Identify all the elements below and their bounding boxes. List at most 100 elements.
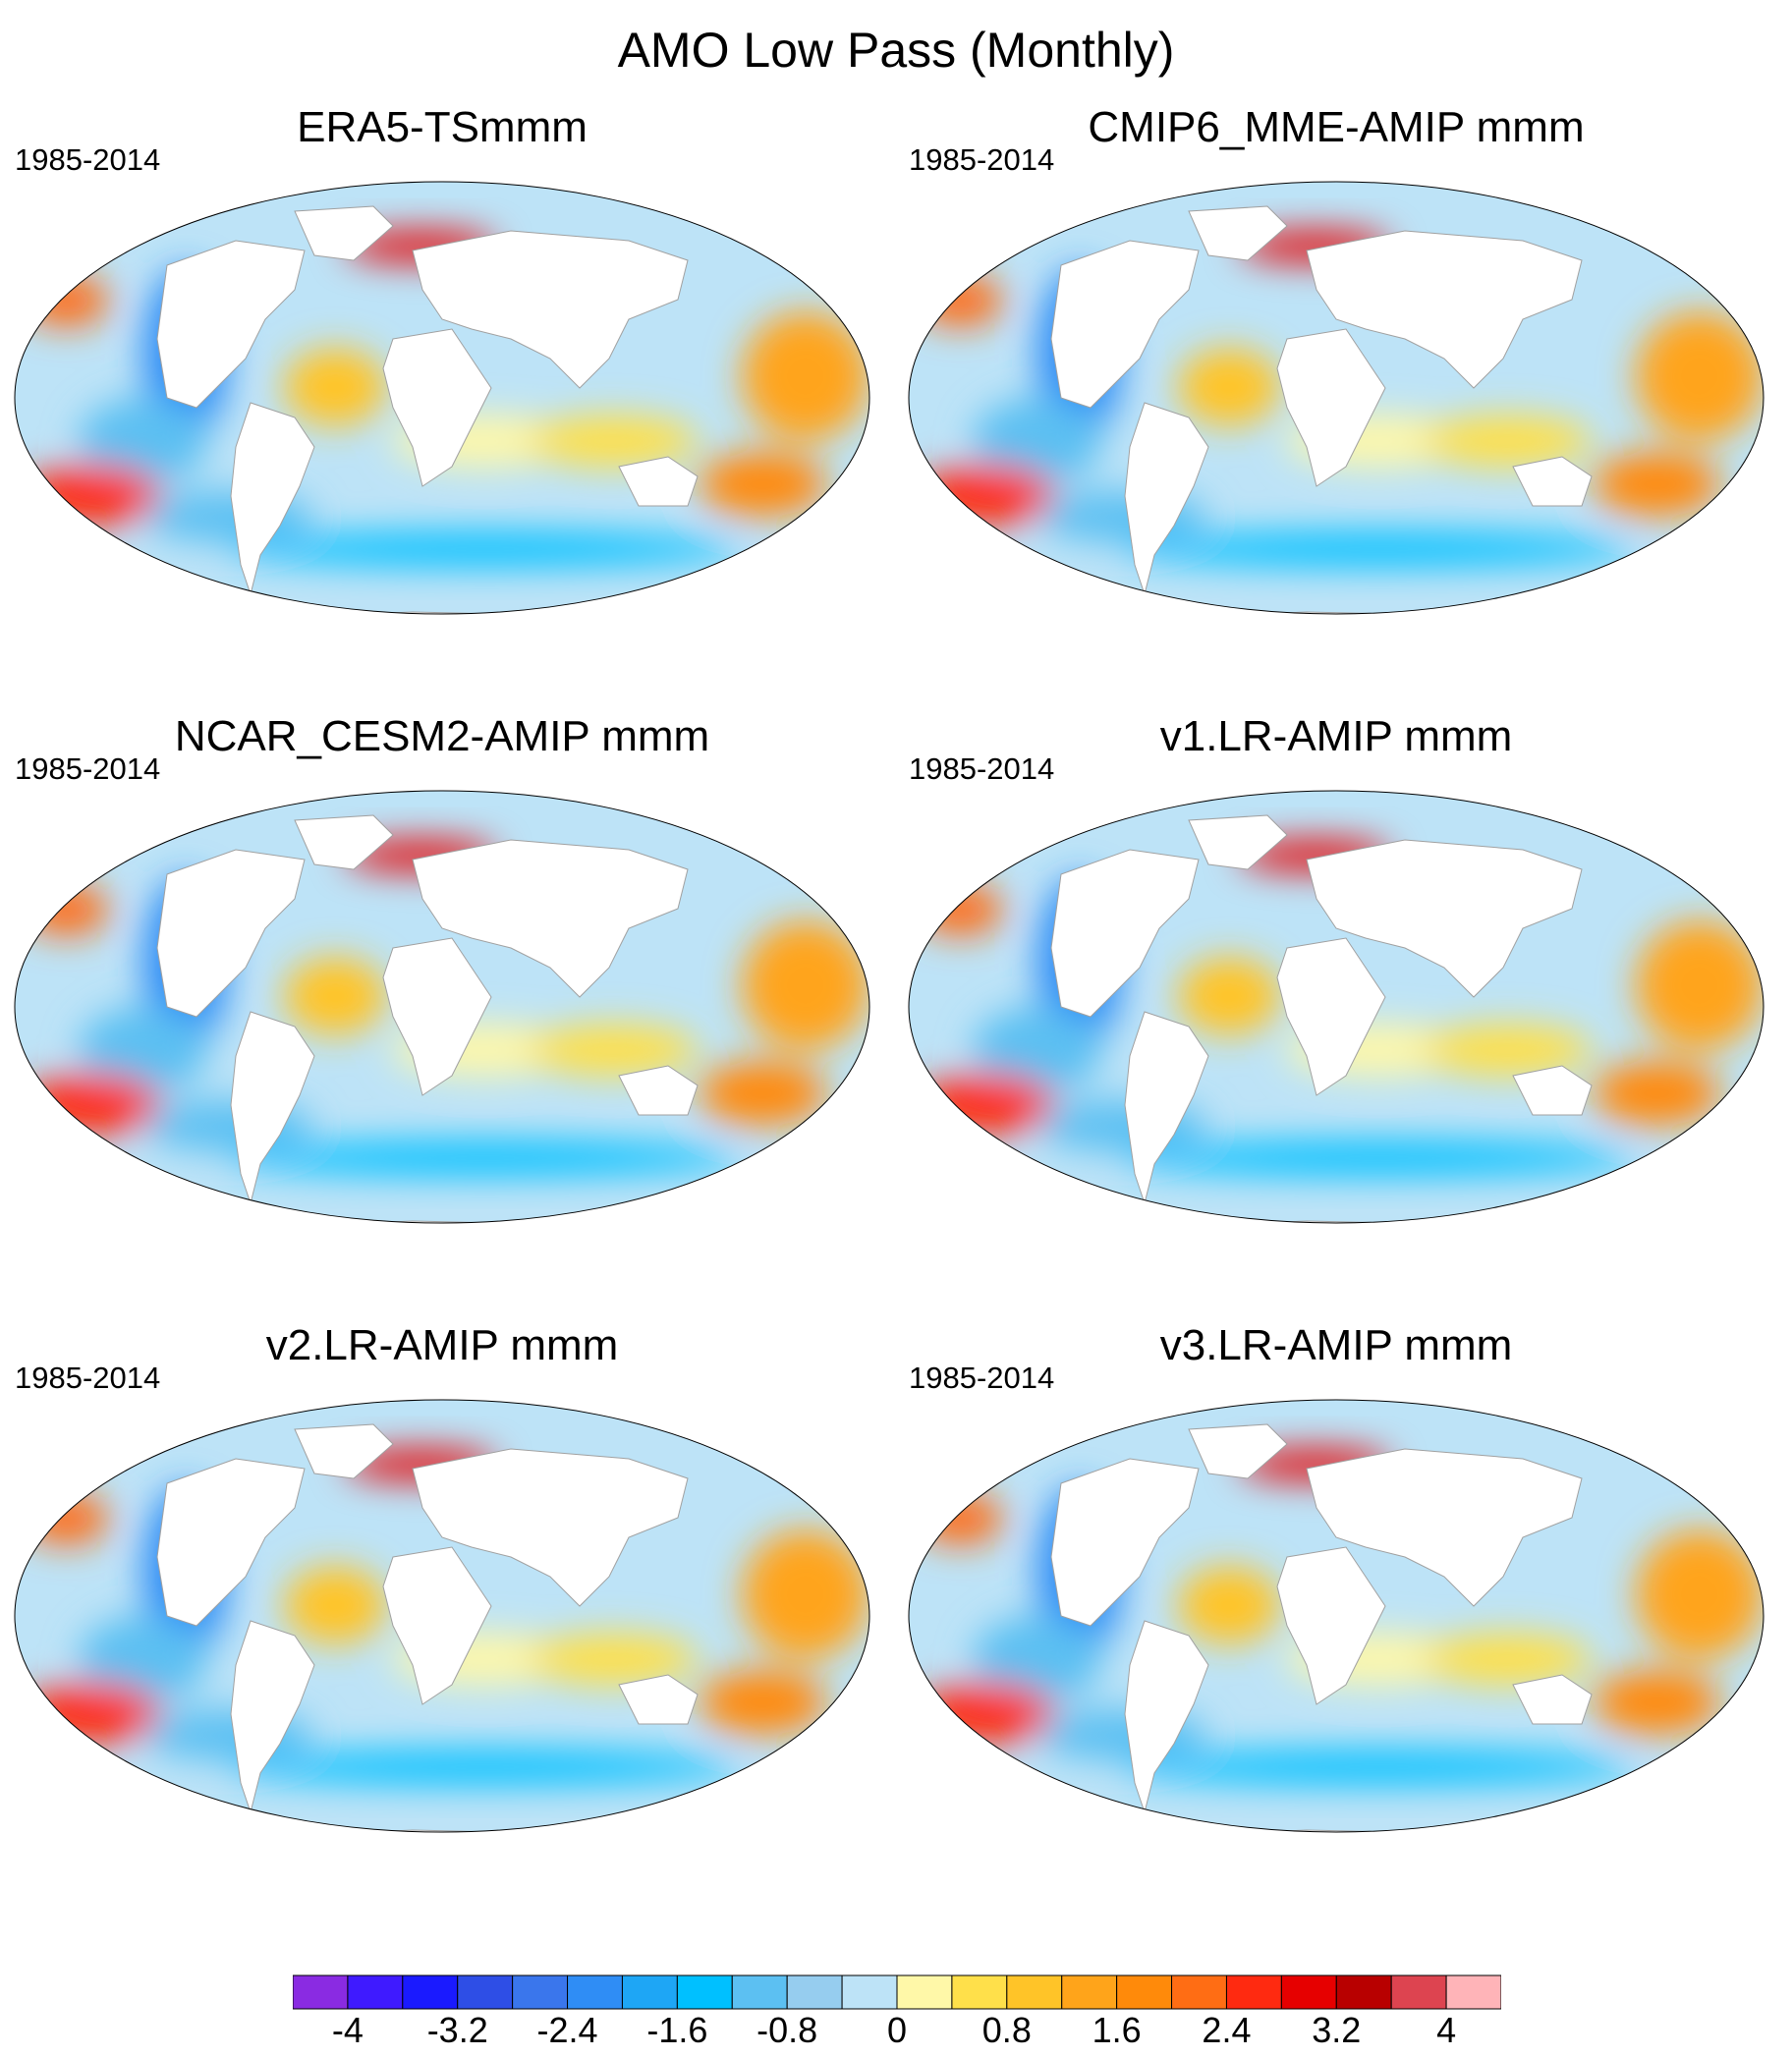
panel-period: 1985-2014 <box>15 142 161 177</box>
land-mass <box>1124 1011 1209 1205</box>
robinson-map <box>908 1399 1764 1833</box>
land-mass <box>1148 1220 1583 1223</box>
land-mass <box>412 230 689 389</box>
anomaly-region <box>228 1140 742 1176</box>
anomaly-region <box>699 452 827 517</box>
colorbar-box <box>676 1974 733 2010</box>
anomaly-region <box>228 531 742 567</box>
colorbar-box <box>841 1974 898 2010</box>
map-border <box>908 790 1764 1224</box>
map-panel: ERA5-TSmmm 1985-2014 <box>0 103 884 712</box>
land-mass <box>1050 849 1200 1018</box>
robinson-map <box>14 1399 870 1833</box>
anomaly-region <box>79 1007 207 1093</box>
land-mass <box>254 1220 689 1223</box>
map-panel: v3.LR-AMIP mmm 1985-2014 <box>894 1321 1778 1930</box>
colorbar-tick-label: -2.4 <box>536 2010 598 2050</box>
anomaly-region <box>79 1616 207 1702</box>
land-mass <box>1148 1829 1583 1832</box>
anomaly-region <box>973 398 1101 484</box>
anomaly-region <box>284 957 387 1035</box>
colorbar-box <box>1445 1974 1501 2010</box>
anomaly-region <box>1122 1750 1636 1785</box>
panel-period: 1985-2014 <box>909 1361 1055 1395</box>
map-panel: v1.LR-AMIP mmm 1985-2014 <box>894 712 1778 1321</box>
map-border <box>908 181 1764 615</box>
land-mass <box>382 328 492 487</box>
colorbar: -4 -3.2 -2.4 -1.6 -0.8 0 0.8 1.6 2.4 3.2 4 <box>293 1974 1501 2057</box>
colorbar-tick-label: 4 <box>1436 2010 1457 2050</box>
land-mass <box>1276 937 1386 1096</box>
land-mass <box>1124 1620 1209 1814</box>
colorbar-box <box>347 1974 404 2010</box>
map-panel: NCAR_CESM2-AMIP mmm 1985-2014 <box>0 712 884 1321</box>
map-border <box>14 790 870 1224</box>
anomaly-region <box>917 1683 1054 1744</box>
colorbar-box <box>512 1974 569 2010</box>
colorbar-box <box>731 1974 788 2010</box>
robinson-map <box>908 790 1764 1224</box>
land-mass <box>1276 328 1386 487</box>
colorbar-box <box>1335 1974 1392 2010</box>
land-mass <box>294 205 394 261</box>
colorbar-box <box>567 1974 623 2010</box>
colorbar-box <box>1006 1974 1063 2010</box>
colorbar-svg <box>293 1974 1501 2010</box>
colorbar-tick-label: 2.4 <box>1202 2010 1252 2050</box>
anomaly-region <box>23 1683 160 1744</box>
anomaly-region <box>23 274 109 327</box>
colorbar-box <box>1061 1974 1118 2010</box>
anomaly-region <box>1422 415 1593 468</box>
panel-period: 1985-2014 <box>909 142 1055 177</box>
colorbar-box <box>293 1974 349 2010</box>
anomaly-region <box>1178 1566 1281 1644</box>
panel-title: v3.LR-AMIP mmm <box>1159 1321 1513 1369</box>
colorbar-tick-label: 1.6 <box>1092 2010 1142 2050</box>
anomaly-region <box>917 883 1003 936</box>
panel-title: v2.LR-AMIP mmm <box>265 1321 619 1369</box>
anomaly-region <box>528 1633 699 1686</box>
anomaly-region <box>23 1074 160 1135</box>
land-mass <box>156 849 306 1018</box>
anomaly-region <box>699 1670 827 1735</box>
land-mass <box>382 937 492 1096</box>
anomaly-region <box>917 1074 1054 1135</box>
anomaly-region <box>917 465 1054 526</box>
panel-title: NCAR_CESM2-AMIP mmm <box>174 712 710 760</box>
anomaly-region <box>973 1616 1101 1702</box>
anomaly-region <box>917 274 1003 327</box>
map-border <box>14 1399 870 1833</box>
anomaly-region <box>1122 531 1636 567</box>
panel-title: CMIP6_MME-AMIP mmm <box>1088 103 1585 151</box>
land-mass <box>1512 1674 1593 1725</box>
colorbar-tick-label: -1.6 <box>646 2010 708 2050</box>
map-panel: v2.LR-AMIP mmm 1985-2014 <box>0 1321 884 1930</box>
panel-period: 1985-2014 <box>15 1361 161 1395</box>
robinson-map <box>908 181 1764 615</box>
land-mass <box>156 240 306 409</box>
anomaly-region <box>1178 957 1281 1035</box>
land-mass <box>618 1674 699 1725</box>
robinson-map <box>14 181 870 615</box>
land-mass <box>254 1829 689 1832</box>
map-panel: CMIP6_MME-AMIP mmm 1985-2014 <box>894 103 1778 712</box>
colorbar-box <box>1390 1974 1447 2010</box>
land-mass <box>254 611 689 614</box>
colorbar-box <box>621 1974 678 2010</box>
anomaly-region <box>1422 1024 1593 1077</box>
colorbar-box <box>951 1974 1008 2010</box>
land-mass <box>1512 1065 1593 1116</box>
robinson-map <box>14 790 870 1224</box>
colorbar-box <box>402 1974 459 2010</box>
anomaly-region <box>1593 1670 1721 1735</box>
anomaly-region <box>284 348 387 426</box>
anomaly-region <box>741 311 869 441</box>
anomaly-region <box>23 883 109 936</box>
colorbar-box <box>1116 1974 1173 2010</box>
land-mass <box>1050 240 1200 409</box>
anomaly-region <box>528 415 699 468</box>
land-mass <box>294 1423 394 1479</box>
anomaly-region <box>699 1061 827 1126</box>
anomaly-region <box>917 1492 1003 1545</box>
anomaly-region <box>1635 311 1764 441</box>
